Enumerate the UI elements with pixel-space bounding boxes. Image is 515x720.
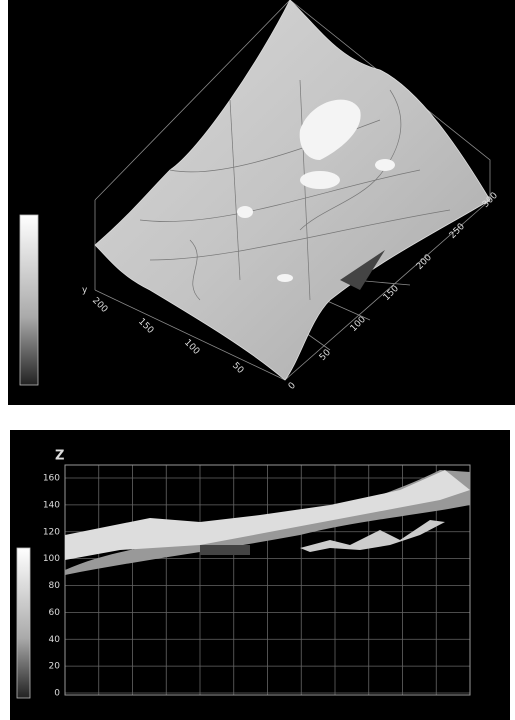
figure: y 20015010050 050100150200250300 Z 160 14… — [0, 0, 515, 720]
z-tick-label: 20 — [49, 662, 61, 672]
page: {"top_panel": {"axis_label": "y", "y_tic… — [0, 0, 515, 720]
colorbar — [17, 548, 30, 698]
z-tick-label: 60 — [49, 608, 61, 618]
z-tick-label: 120 — [43, 527, 60, 537]
z-tick-label: 0 — [54, 689, 60, 699]
colorbar — [20, 215, 38, 385]
z-tick-label: 160 — [43, 474, 60, 484]
z-tick-label: 100 — [43, 554, 60, 564]
profile-shadow — [200, 545, 250, 555]
axis-label: y — [82, 286, 88, 296]
z-tick-label: 40 — [49, 635, 61, 645]
axis-label: Z — [55, 449, 64, 464]
z-tick-label: 80 — [49, 581, 61, 591]
z-tick-label: 140 — [43, 500, 60, 510]
profile-panel: Z 160 140 120 100 80 60 40 20 0 — [10, 430, 510, 720]
